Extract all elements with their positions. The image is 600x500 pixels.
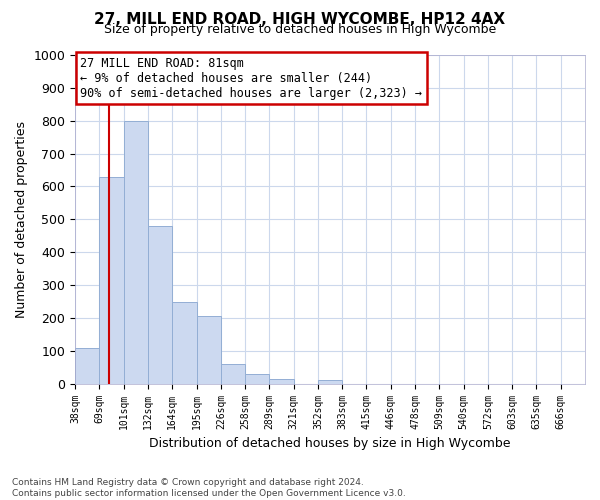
Bar [269, 379, 293, 384]
Text: Contains HM Land Registry data © Crown copyright and database right 2024.
Contai: Contains HM Land Registry data © Crown c… [12, 478, 406, 498]
Y-axis label: Number of detached properties: Number of detached properties [15, 121, 28, 318]
Bar [172, 302, 197, 384]
Bar [75, 348, 100, 384]
Bar [197, 316, 221, 384]
Bar [148, 226, 172, 384]
Bar [245, 374, 269, 384]
Text: 27 MILL END ROAD: 81sqm
← 9% of detached houses are smaller (244)
90% of semi-de: 27 MILL END ROAD: 81sqm ← 9% of detached… [80, 56, 422, 100]
X-axis label: Distribution of detached houses by size in High Wycombe: Distribution of detached houses by size … [149, 437, 511, 450]
Text: Size of property relative to detached houses in High Wycombe: Size of property relative to detached ho… [104, 22, 496, 36]
Bar [124, 120, 148, 384]
Text: 27, MILL END ROAD, HIGH WYCOMBE, HP12 4AX: 27, MILL END ROAD, HIGH WYCOMBE, HP12 4A… [94, 12, 506, 28]
Bar [100, 176, 124, 384]
Bar [221, 364, 245, 384]
Bar [318, 380, 342, 384]
